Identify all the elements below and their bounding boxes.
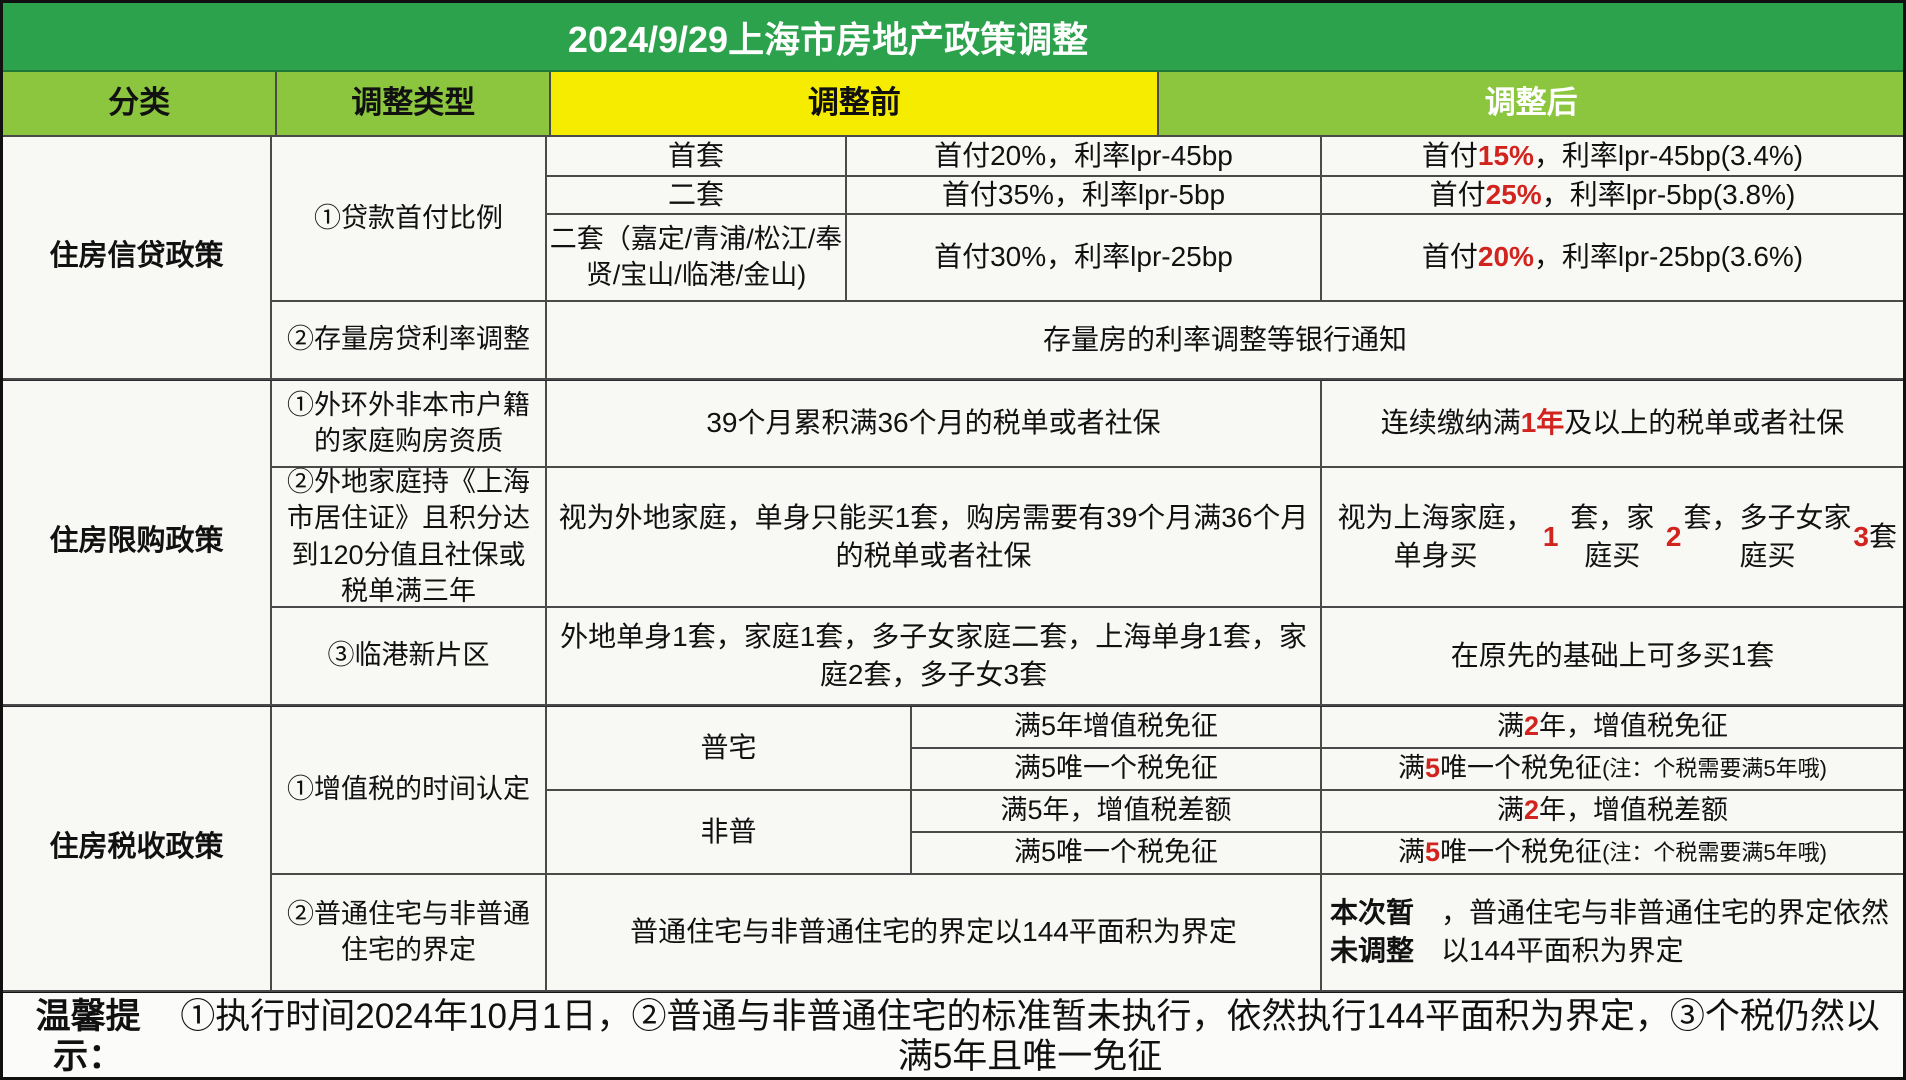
cell-lingang-after: 在原先的基础上可多买1套 [1322, 607, 1903, 706]
cell-vat-label: ①增值税的时间认定 [272, 706, 547, 875]
cell-tax-category: 住房税收政策 [3, 706, 272, 992]
cell-downpayment-label: ①贷款首付比例 [272, 136, 547, 302]
cell-first-after: 首付 15% ，利率lpr-45bp(3.4%) [1322, 136, 1903, 177]
cell-suburbs-before: 首付30%，利率lpr-25bp [847, 214, 1322, 302]
cell-type-ordinary: 普宅 [547, 706, 912, 791]
cell-ordinary-income-tax-after: 满 5 唯一个税免征 (注：个税需要满5年哦) [1322, 748, 1903, 791]
table-row: ③临港新片区 外地单身1套，家庭1套，多子女家庭二套，上海单身1套，家庭2套，多… [272, 607, 1903, 706]
cell-definition-after: 本次暂未调整 ，普通住宅与非普通住宅的界定依然以144平面积为界定 [1322, 874, 1903, 992]
cell-existing-loan-label: ②存量房贷利率调整 [272, 301, 547, 380]
cell-existing-loan-note: 存量房的利率调整等银行通知 [547, 301, 1903, 380]
header-category: 分类 [3, 72, 278, 137]
cell-residence-permit-before: 视为外地家庭，单身只能买1套，购房需要有39个月满36个月的税单或者社保 [547, 467, 1322, 608]
table-title: 2024/9/29上海市房地产政策调整 [3, 3, 1903, 73]
cell-tier-second-suburbs: 二套（嘉定/青浦/松江/奉贤/宝山/临港/金山) [547, 214, 847, 302]
cell-suburbs-after: 首付 20% ，利率lpr-25bp(3.6%) [1322, 214, 1903, 302]
cell-lingang-label: ③临港新片区 [272, 607, 547, 706]
cell-definition-label: ②普通住宅与非普通住宅的界定 [272, 874, 547, 992]
cell-first-before: 首付20%，利率lpr-45bp [847, 136, 1322, 177]
tax-vat-block: ①增值税的时间认定 普宅 满5年增值税免征 满 2 年，增值税免征 满5唯一个税免征… [272, 706, 1903, 875]
cell-ordinary-income-tax-before: 满5唯一个税免征 [912, 748, 1322, 791]
table-row: 满5年增值税免征 满 2 年，增值税免征 [912, 706, 1903, 749]
header-type: 调整类型 [277, 72, 552, 137]
cell-tier-first: 首套 [547, 136, 847, 177]
table-row: 首套 首付20%，利率lpr-45bp 首付 15% ，利率lpr-45bp(3.4… [547, 136, 1903, 177]
table-row: 二套（嘉定/青浦/松江/奉贤/宝山/临港/金山) 首付30%，利率lpr-25b… [547, 214, 1903, 302]
cell-ordinary-vat-before: 满5年增值税免征 [912, 706, 1322, 749]
credit-downpayment-block: ①贷款首付比例 首套 首付20%，利率lpr-45bp 首付 15% ，利率lpr-… [272, 136, 1903, 302]
tax-group-non-ordinary: 非普 满5年，增值税差额 满 2 年，增值税差额 满5唯一个税免征 满 5 唯一个税免征… [547, 790, 1903, 875]
tax-group-ordinary: 普宅 满5年增值税免征 满 2 年，增值税免征 满5唯一个税免征 满 5 唯一个税免征 … [547, 706, 1903, 791]
header-after: 调整后 [1159, 72, 1903, 137]
section-tax: 住房税收政策 ①增值税的时间认定 普宅 满5年增值税免征 满 2 年，增值税免征 满… [3, 705, 1903, 992]
table-row: 满5唯一个税免征 满 5 唯一个税免征 (注：个税需要满5年哦) [912, 832, 1903, 875]
cell-type-non-ordinary: 非普 [547, 790, 912, 875]
section-credit: 住房信贷政策 ①贷款首付比例 首套 首付20%，利率lpr-45bp 首付 15%… [3, 136, 1903, 380]
cell-non-ordinary-income-tax-after: 满 5 唯一个税免征 (注：个税需要满5年哦) [1322, 832, 1903, 875]
cell-second-before: 首付35%，利率lpr-5bp [847, 176, 1322, 215]
cell-non-ordinary-vat-before: 满5年，增值税差额 [912, 790, 1322, 833]
cell-outer-ring-before: 39个月累积满36个月的税单或者社保 [547, 380, 1322, 468]
cell-lingang-before: 外地单身1套，家庭1套，多子女家庭二套，上海单身1套，家庭2套，多子女3套 [547, 607, 1322, 706]
cell-tier-second: 二套 [547, 176, 847, 215]
table-row: 满5唯一个税免征 满 5 唯一个税免征 (注：个税需要满5年哦) [912, 748, 1903, 791]
cell-outer-ring-after: 连续缴纳满 1年 及以上的税单或者社保 [1322, 380, 1903, 468]
table-row: ②存量房贷利率调整 存量房的利率调整等银行通知 [272, 301, 1903, 380]
header-before: 调整前 [551, 72, 1160, 137]
cell-outer-ring-label: ①外环外非本市户籍的家庭购房资质 [272, 380, 547, 468]
header-row: 分类 调整类型 调整前 调整后 [3, 72, 1903, 137]
table-row: ①外环外非本市户籍的家庭购房资质 39个月累积满36个月的税单或者社保 连续缴纳… [272, 380, 1903, 468]
cell-non-ordinary-income-tax-before: 满5唯一个税免征 [912, 832, 1322, 875]
cell-residence-permit-label: ②外地家庭持《上海市居住证》且积分达到120分值且社保或税单满三年 [272, 467, 547, 608]
cell-residence-permit-after: 视为上海家庭，单身买 1 套，家庭买 2 套，多子女家庭买 3 套 [1322, 467, 1903, 608]
cell-credit-category: 住房信贷政策 [3, 136, 272, 380]
footer-note: 温馨提示： ①执行时间2024年10月1日，②普通与非普通住宅的标准暂未执行，依然… [3, 991, 1903, 1077]
cell-definition-before: 普通住宅与非普通住宅的界定以144平面积为界定 [547, 874, 1322, 992]
section-purchase: 住房限购政策 ①外环外非本市户籍的家庭购房资质 39个月累积满36个月的税单或者… [3, 379, 1903, 706]
cell-ordinary-vat-after: 满 2 年，增值税免征 [1322, 706, 1903, 749]
table-row: 满5年，增值税差额 满 2 年，增值税差额 [912, 790, 1903, 833]
cell-purchase-category: 住房限购政策 [3, 380, 272, 706]
cell-second-after: 首付 25% ，利率lpr-5bp(3.8%) [1322, 176, 1903, 215]
table-row: ②普通住宅与非普通住宅的界定 普通住宅与非普通住宅的界定以144平面积为界定 本… [272, 874, 1903, 992]
table-row: 二套 首付35%，利率lpr-5bp 首付 25% ，利率lpr-5bp(3.8%) [547, 176, 1903, 215]
cell-non-ordinary-vat-after: 满 2 年，增值税差额 [1322, 790, 1903, 833]
table-row: ②外地家庭持《上海市居住证》且积分达到120分值且社保或税单满三年 视为外地家庭… [272, 467, 1903, 608]
